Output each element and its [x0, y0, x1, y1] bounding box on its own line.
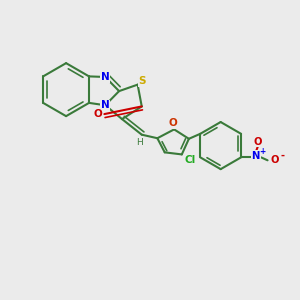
Text: O: O	[94, 109, 102, 119]
Text: N: N	[252, 151, 260, 161]
Text: O: O	[254, 137, 262, 147]
Text: -: -	[280, 151, 284, 161]
Text: H: H	[136, 138, 143, 147]
Text: N: N	[101, 100, 110, 110]
Text: +: +	[259, 147, 266, 156]
Text: Cl: Cl	[184, 155, 196, 165]
Text: S: S	[138, 76, 146, 86]
Text: O: O	[270, 155, 279, 165]
Text: N: N	[101, 72, 110, 82]
Text: O: O	[168, 118, 177, 128]
